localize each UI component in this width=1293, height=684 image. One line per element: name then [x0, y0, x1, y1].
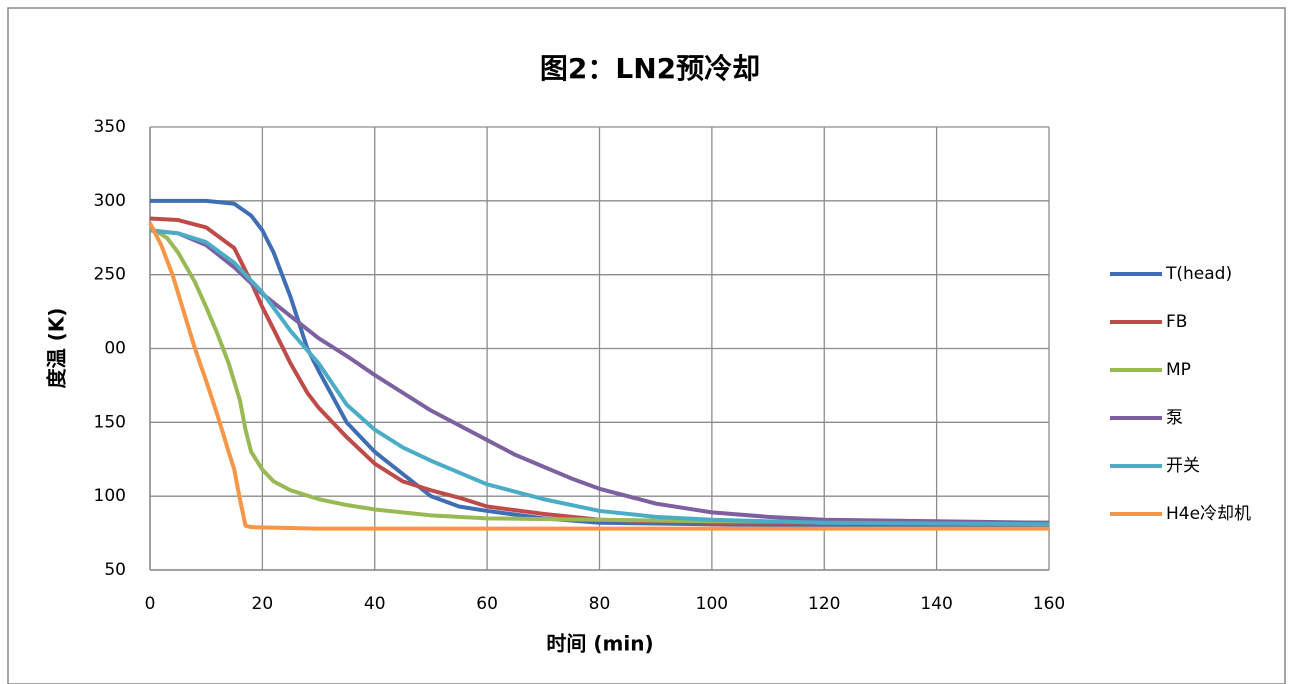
y-tick-label: 350 — [94, 117, 126, 137]
x-tick-label: 140 — [920, 594, 952, 614]
series-line — [148, 225, 1050, 525]
x-tick-label: 160 — [1033, 594, 1065, 614]
x-tick-label: 40 — [364, 594, 386, 614]
y-tick-label: 50 — [104, 560, 126, 580]
x-tick-label: 20 — [252, 594, 274, 614]
x-axis-title: 时间 (min) — [546, 632, 653, 656]
y-tick-label: 250 — [94, 265, 126, 285]
legend-label: T(head) — [1165, 264, 1232, 284]
y-tick-label: 100 — [94, 486, 126, 506]
x-tick-label: 60 — [476, 594, 498, 614]
legend-label: 泵 — [1166, 408, 1183, 428]
x-tick-label: 0 — [145, 594, 156, 614]
legend-label: H4e冷却机 — [1166, 504, 1251, 524]
chart-title: 图2：LN2预冷却 — [540, 52, 760, 85]
legend-label: 开关 — [1166, 456, 1200, 476]
series-line — [149, 228, 1050, 527]
y-tick-label: 150 — [94, 412, 126, 432]
y-axis-title: 度温 (K) — [45, 308, 69, 389]
x-tick-label: 100 — [696, 594, 728, 614]
legend-label: MP — [1166, 360, 1191, 380]
y-tick-label: 300 — [94, 191, 126, 211]
series-line — [148, 222, 1049, 531]
y-tick-label: 00 — [104, 339, 126, 359]
legend-label: FB — [1166, 312, 1187, 332]
x-tick-label: 120 — [808, 594, 840, 614]
x-tick-label: 80 — [589, 594, 611, 614]
frame — [7, 7, 1286, 684]
